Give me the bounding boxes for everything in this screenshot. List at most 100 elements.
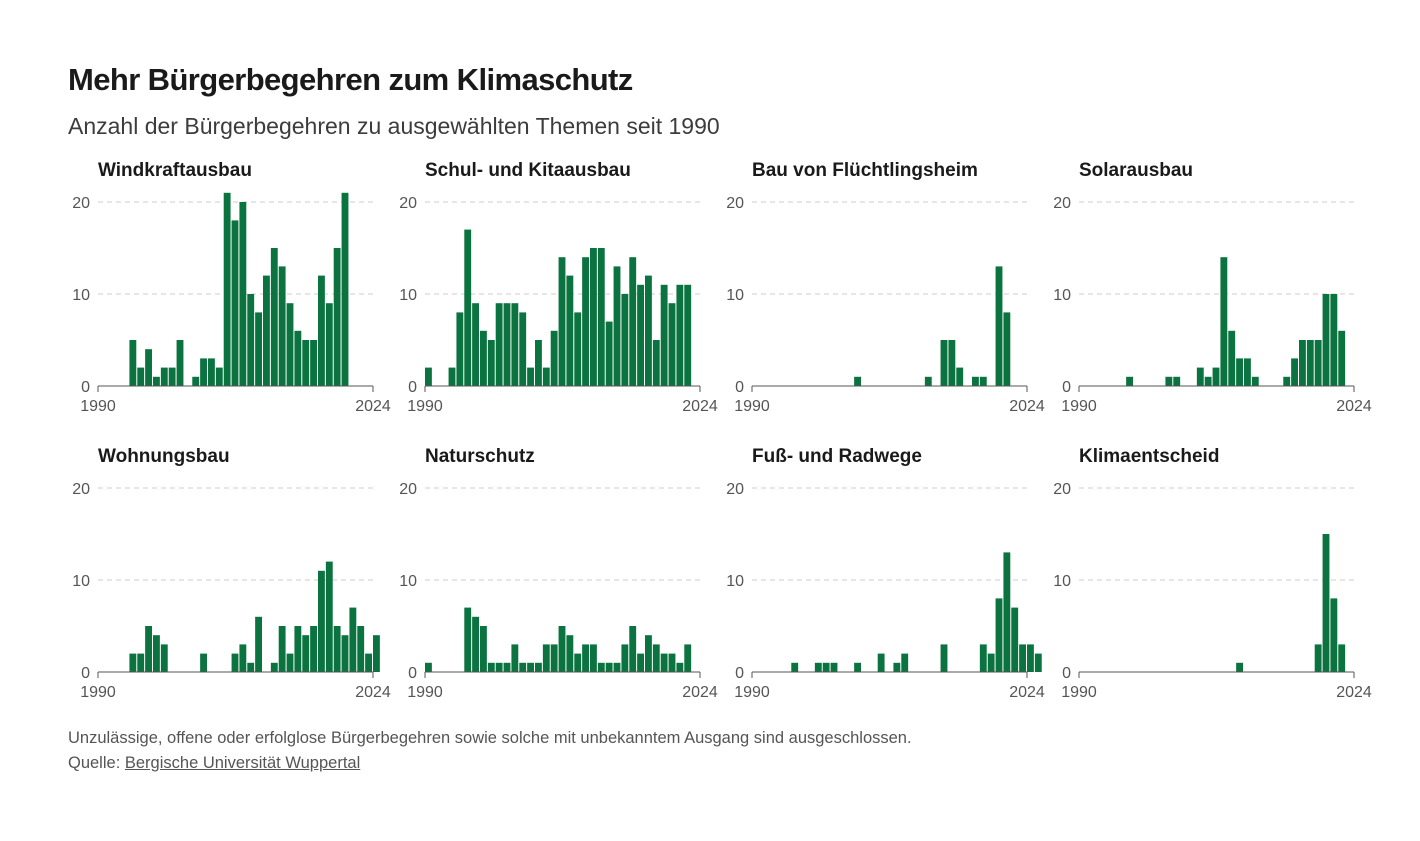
bar — [1011, 607, 1019, 672]
x-tick-label: 1990 — [734, 398, 770, 415]
bar — [652, 644, 660, 672]
bar — [1220, 257, 1228, 386]
bar — [940, 644, 948, 672]
bar — [1330, 294, 1338, 386]
bar — [176, 340, 184, 386]
bar — [1291, 358, 1298, 386]
x-tick-label: 1990 — [1061, 684, 1097, 701]
y-tick-label: 20 — [1053, 195, 1071, 212]
x-tick-label: 1990 — [407, 398, 443, 415]
x-tick-label: 2024 — [1336, 398, 1372, 415]
bar — [487, 662, 495, 672]
bar — [830, 662, 838, 672]
bar — [495, 662, 503, 672]
bar — [310, 626, 317, 672]
bar — [893, 662, 901, 672]
bar — [597, 662, 605, 672]
bar — [464, 607, 472, 672]
bar — [511, 303, 519, 386]
chart-subtitle: Anzahl der Bürgerbegehren zu ausgewählte… — [68, 113, 720, 139]
bar — [574, 312, 582, 386]
small-multiples-grid: Windkraftausbau 0 10 20 1990 2024 Schul- und K… — [72, 160, 1372, 701]
bar — [365, 653, 372, 672]
bar — [480, 626, 487, 672]
bar — [200, 653, 207, 672]
bar — [605, 321, 613, 386]
bar — [645, 275, 652, 386]
bar — [137, 367, 145, 386]
bar — [676, 662, 684, 672]
bar — [1314, 340, 1322, 386]
bar — [341, 192, 349, 386]
y-tick-label: 0 — [735, 665, 744, 682]
bar-chart-3: 0 10 20 1990 2024 — [726, 195, 1045, 415]
bar — [325, 561, 333, 672]
bar — [487, 340, 495, 386]
bar — [239, 644, 247, 672]
bar — [153, 376, 160, 386]
bar — [854, 376, 861, 386]
bar — [456, 312, 464, 386]
bar — [550, 330, 558, 386]
bar — [987, 653, 995, 672]
y-tick-label: 20 — [726, 481, 744, 498]
bar — [877, 653, 885, 672]
bar — [255, 616, 262, 672]
source-link[interactable]: Bergische Universität Wuppertal — [124, 754, 361, 772]
x-tick-label: 1990 — [80, 684, 116, 701]
y-tick-label: 10 — [726, 287, 744, 304]
bar — [1322, 534, 1330, 672]
bar — [1228, 330, 1236, 386]
x-tick-label: 1990 — [407, 684, 443, 701]
bar — [263, 275, 270, 386]
bar — [318, 570, 325, 672]
bar — [684, 284, 692, 386]
y-tick-label: 0 — [81, 665, 90, 682]
bar — [255, 312, 262, 386]
bar — [1003, 312, 1011, 386]
x-tick-label: 2024 — [355, 398, 391, 415]
x-tick-label: 2024 — [1009, 398, 1045, 415]
bar — [995, 266, 1003, 386]
panel-title: Solarausbau — [1079, 160, 1194, 181]
bar — [129, 340, 137, 386]
bar — [145, 626, 152, 672]
y-tick-label: 0 — [81, 379, 90, 396]
bar — [814, 662, 822, 672]
bar — [535, 662, 542, 672]
x-tick-label: 2024 — [1336, 684, 1372, 701]
bar — [542, 367, 550, 386]
bar-chart-6: 0 10 20 1990 2024 — [399, 481, 718, 701]
bar — [1236, 358, 1243, 386]
bar — [637, 653, 644, 672]
bar — [270, 662, 278, 672]
bar — [668, 303, 676, 386]
footnote: Unzulässige, offene oder erfolglose Bürg… — [68, 729, 912, 747]
bar — [956, 367, 964, 386]
bar — [223, 192, 231, 386]
x-tick-label: 1990 — [734, 684, 770, 701]
bar — [1019, 644, 1026, 672]
y-tick-label: 0 — [1062, 379, 1071, 396]
bar — [302, 635, 310, 672]
bar — [1027, 644, 1034, 672]
bar — [495, 303, 503, 386]
y-tick-label: 0 — [735, 379, 744, 396]
x-tick-label: 2024 — [355, 684, 391, 701]
y-tick-label: 20 — [399, 481, 417, 498]
bar — [192, 376, 200, 386]
bar — [979, 644, 987, 672]
bar — [629, 257, 637, 386]
bar — [558, 257, 566, 386]
y-tick-label: 20 — [72, 481, 90, 498]
y-tick-label: 20 — [399, 195, 417, 212]
bar — [129, 653, 137, 672]
y-tick-label: 10 — [1053, 287, 1071, 304]
bar — [425, 367, 432, 386]
bar — [948, 340, 956, 386]
bar — [1322, 294, 1330, 386]
y-tick-label: 10 — [72, 573, 90, 590]
bar — [239, 202, 247, 386]
panel-title: Klimaentscheid — [1079, 446, 1220, 467]
bar — [247, 662, 255, 672]
